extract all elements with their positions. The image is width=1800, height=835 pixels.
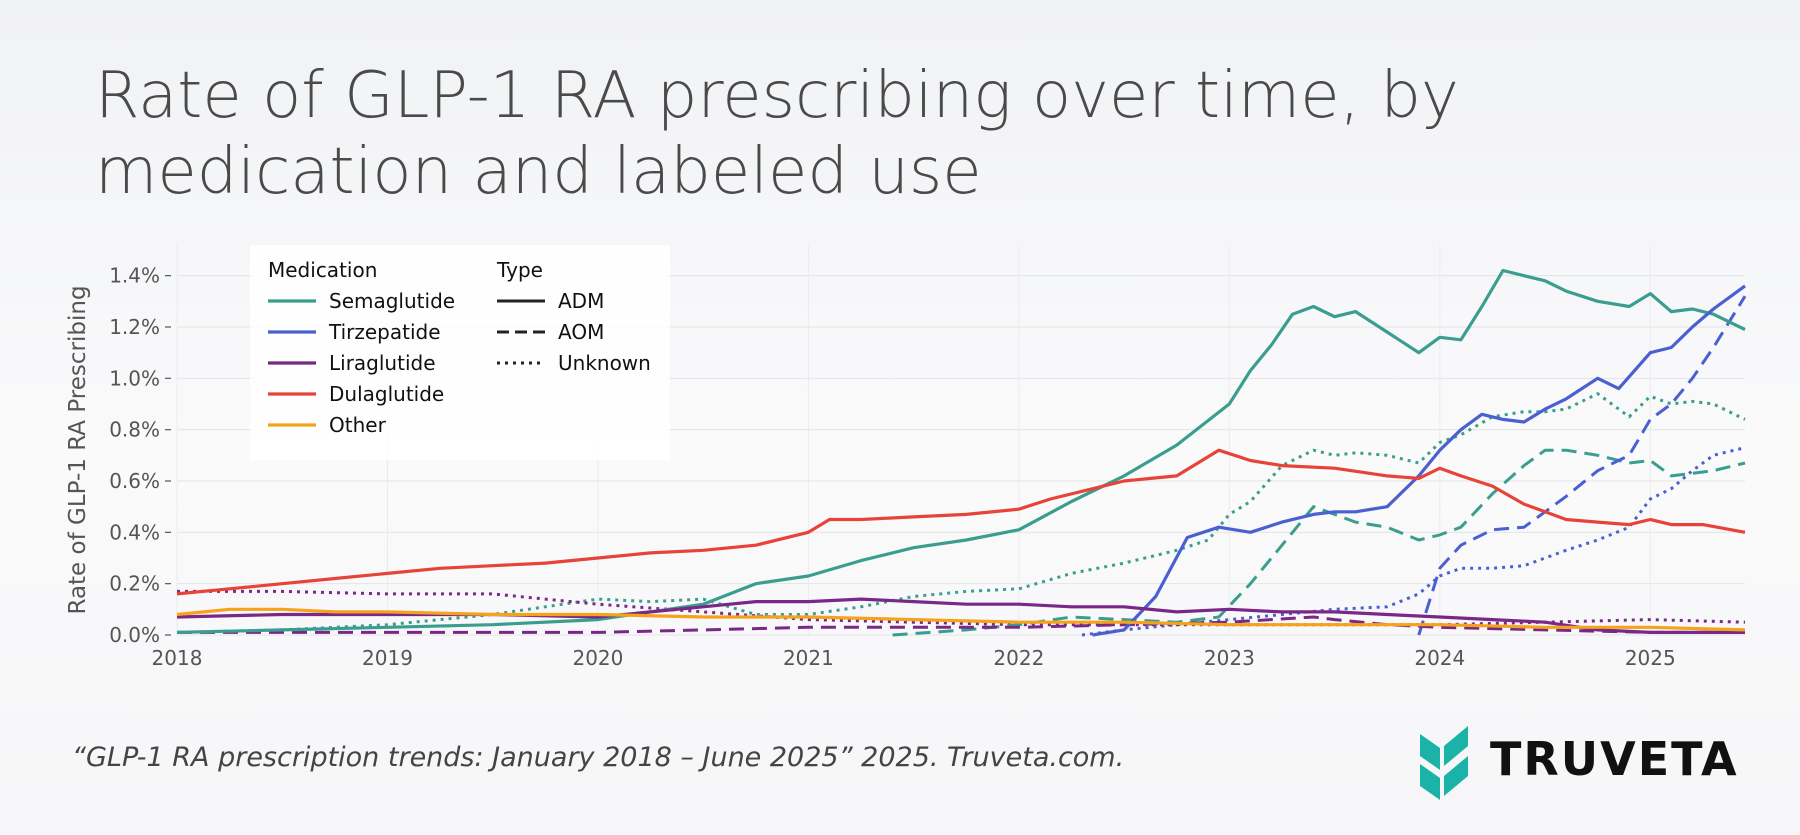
- y-tick-label: 0.6%: [109, 469, 160, 493]
- legend-background: [250, 245, 670, 460]
- series-tirzepatide-unknown-line: [1081, 446, 1746, 637]
- y-tick-label: 0.4%: [109, 520, 160, 544]
- legend-label-semaglutide: Semaglutide: [329, 289, 455, 313]
- legend-label-tirzepatide: Tirzepatide: [328, 320, 441, 344]
- legend-type-title: Type: [496, 258, 543, 282]
- y-tick-label: 0.8%: [109, 418, 160, 442]
- y-tick-label: 0.2%: [109, 572, 160, 596]
- series-tirzepatide-adm-line: [1092, 284, 1746, 637]
- y-tick-label: 0.0%: [109, 623, 160, 647]
- x-tick-label: 2023: [1204, 646, 1255, 670]
- chart-title: Rate of GLP-1 RA prescribing over time, …: [95, 59, 1459, 209]
- legend-medication-title: Medication: [268, 258, 377, 282]
- legend-label-other: Other: [329, 413, 387, 437]
- logo-chevron-shape: [1420, 734, 1440, 770]
- legend-label-aom: AOM: [558, 320, 604, 344]
- brand-wordmark: TRUVETA: [1490, 732, 1739, 786]
- x-tick-label: 2020: [572, 646, 623, 670]
- chart: 0.0% 0.2% 0.4% 0.6% 0.8% 1.0% 1.2% 1.4% 2018 2019…: [65, 245, 1747, 670]
- legend: Medication Semaglutide Tirzepatide Liraglut…: [250, 245, 670, 460]
- logo-chevron-shape: [1444, 756, 1468, 796]
- y-axis-label: Rate of GLP-1 RA Prescribing: [65, 285, 91, 614]
- x-tick-label: 2022: [993, 646, 1044, 670]
- truveta-mark-icon: [1420, 726, 1468, 800]
- x-tick-label: 2024: [1414, 646, 1465, 670]
- x-tick-label: 2021: [783, 646, 834, 670]
- logo-chevron-shape: [1444, 726, 1468, 766]
- series-tirzepatide-aom-line: [1417, 295, 1747, 636]
- logo-chevron-shape: [1420, 764, 1440, 800]
- legend-label-unknown: Unknown: [558, 351, 651, 375]
- legend-label-dulaglutide: Dulaglutide: [329, 382, 444, 406]
- x-tick-label: 2025: [1625, 646, 1676, 670]
- series-semaglutide-adm-line: [176, 268, 1746, 634]
- y-tick-label: 1.4%: [109, 264, 160, 288]
- truveta-logo-icon: [1420, 726, 1468, 800]
- source-caption: “GLP-1 RA prescription trends: January 2…: [72, 742, 1125, 773]
- y-tick-label: 1.2%: [109, 315, 160, 339]
- legend-label-adm: ADM: [558, 289, 604, 313]
- legend-label-liraglutide: Liraglutide: [329, 351, 436, 375]
- series-liraglutide-unknown-line: [177, 589, 1746, 627]
- series-lines: [176, 268, 1747, 637]
- series-other-adm-line: [176, 607, 1746, 632]
- series-semaglutide-aom-line: [892, 448, 1746, 637]
- x-tick-label: 2019: [362, 646, 413, 670]
- axis-ticks: 0.0% 0.2% 0.4% 0.6% 0.8% 1.0% 1.2% 1.4% 2018 2019…: [109, 264, 1676, 670]
- series-dulaglutide-adm-line: [176, 448, 1746, 596]
- y-tick-label: 1.0%: [109, 366, 160, 390]
- x-tick-label: 2018: [152, 646, 203, 670]
